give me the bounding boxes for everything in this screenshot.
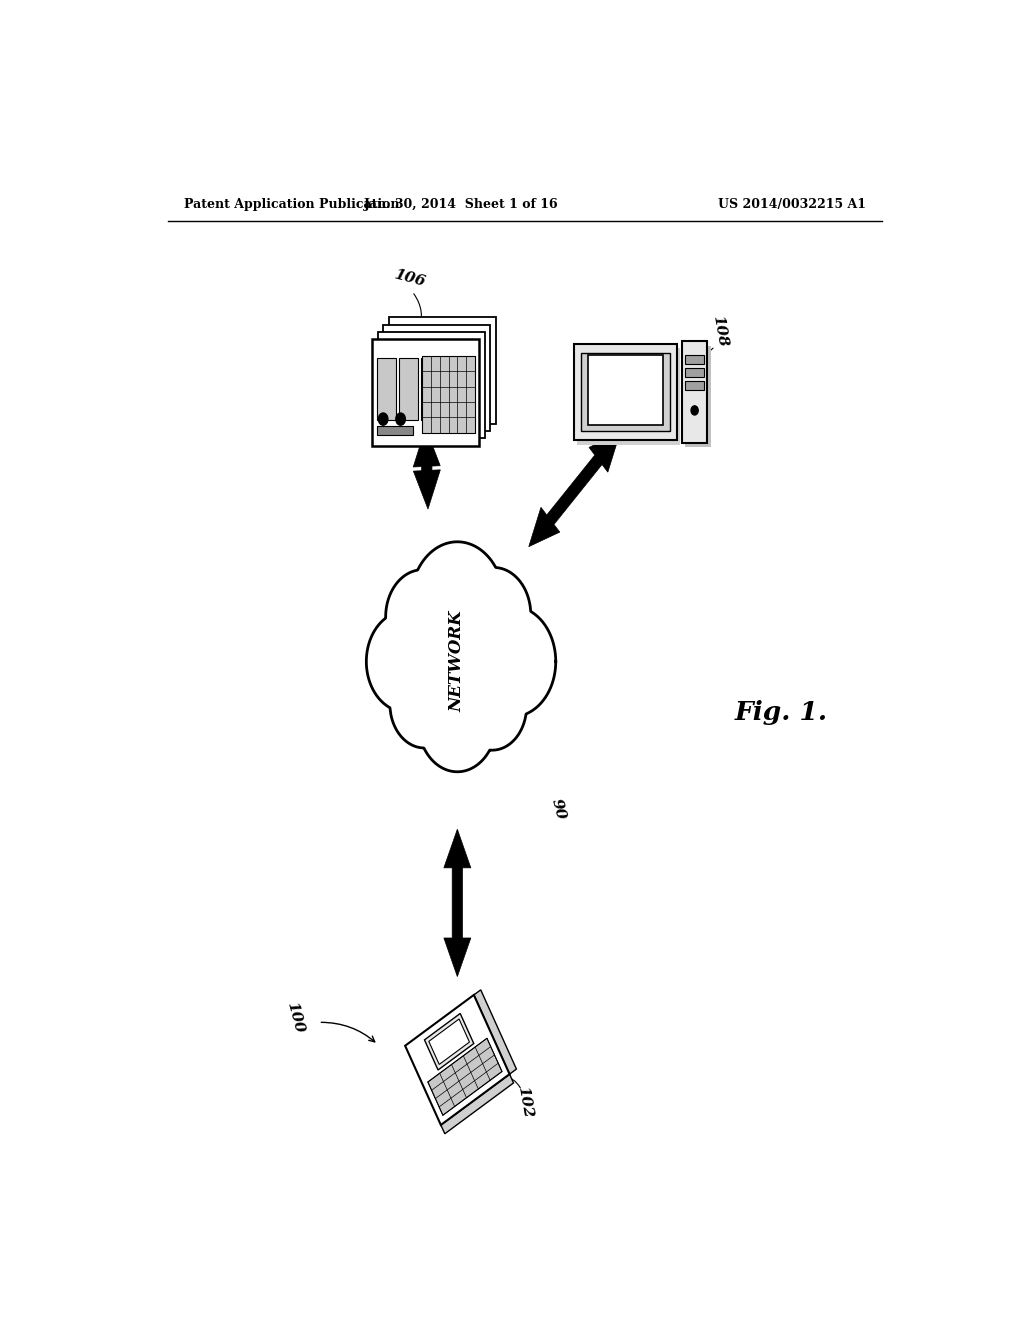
- FancyBboxPatch shape: [383, 325, 490, 432]
- FancyBboxPatch shape: [389, 318, 496, 424]
- Polygon shape: [367, 541, 556, 772]
- FancyArrowPatch shape: [502, 1076, 520, 1088]
- Text: NETWORK: NETWORK: [449, 611, 466, 713]
- FancyArrowPatch shape: [414, 294, 422, 330]
- FancyBboxPatch shape: [685, 346, 711, 447]
- Polygon shape: [429, 1019, 469, 1064]
- Text: Patent Application Publication: Patent Application Publication: [183, 198, 399, 211]
- FancyBboxPatch shape: [589, 355, 663, 425]
- Text: 100: 100: [284, 1001, 305, 1035]
- Polygon shape: [443, 829, 471, 977]
- FancyBboxPatch shape: [421, 358, 431, 420]
- Text: US 2014/0032215 A1: US 2014/0032215 A1: [718, 198, 866, 211]
- Polygon shape: [474, 990, 516, 1074]
- FancyBboxPatch shape: [685, 355, 705, 364]
- Text: Fig. 1.: Fig. 1.: [735, 700, 828, 725]
- Polygon shape: [441, 1074, 513, 1134]
- Circle shape: [691, 405, 698, 414]
- FancyBboxPatch shape: [578, 348, 680, 445]
- FancyArrowPatch shape: [700, 348, 713, 370]
- Polygon shape: [406, 995, 510, 1125]
- Polygon shape: [425, 1014, 474, 1071]
- Circle shape: [379, 413, 388, 425]
- FancyBboxPatch shape: [399, 358, 418, 420]
- FancyBboxPatch shape: [582, 352, 670, 432]
- FancyBboxPatch shape: [422, 356, 475, 433]
- Circle shape: [396, 413, 406, 425]
- Text: 90: 90: [549, 797, 567, 821]
- Polygon shape: [428, 1039, 502, 1115]
- Text: Jan. 30, 2014  Sheet 1 of 16: Jan. 30, 2014 Sheet 1 of 16: [364, 198, 559, 211]
- FancyBboxPatch shape: [685, 381, 705, 391]
- FancyBboxPatch shape: [378, 331, 484, 438]
- Polygon shape: [528, 433, 620, 546]
- FancyBboxPatch shape: [372, 339, 479, 446]
- FancyBboxPatch shape: [377, 358, 396, 420]
- Text: 106: 106: [392, 268, 427, 289]
- Polygon shape: [414, 428, 440, 510]
- Text: 102: 102: [515, 1085, 535, 1118]
- Text: 108: 108: [710, 314, 729, 348]
- FancyBboxPatch shape: [377, 426, 413, 436]
- FancyBboxPatch shape: [574, 345, 677, 441]
- FancyBboxPatch shape: [682, 342, 708, 444]
- FancyBboxPatch shape: [685, 368, 705, 378]
